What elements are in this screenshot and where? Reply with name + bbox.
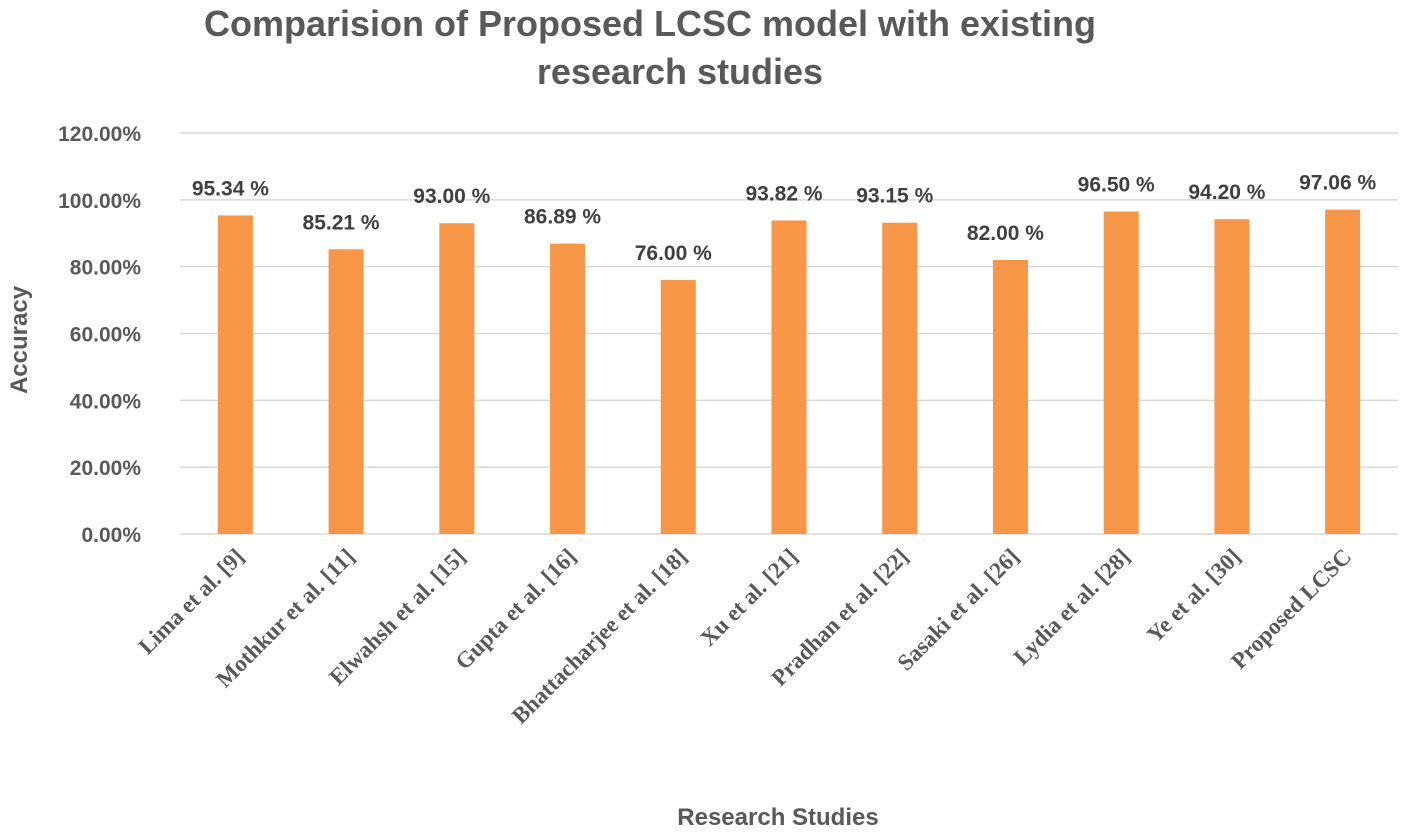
data-label: 85.21 % (303, 211, 380, 234)
data-label: 97.06 % (1299, 172, 1376, 195)
y-tick-label: 20.00% (70, 457, 142, 480)
x-category-label: Ye et al. [30] (1142, 544, 1245, 647)
bar (1103, 211, 1139, 534)
bar (550, 243, 586, 534)
bars (217, 209, 1361, 534)
bar (217, 215, 253, 534)
y-tick-label: 60.00% (70, 324, 142, 347)
y-tick-label: 100.00% (58, 190, 141, 213)
y-tick-label: 0.00% (81, 524, 141, 547)
y-axis-ticks: 0.00% 20.00% 40.00% 60.00% 80.00% 100.00% 120.… (58, 123, 141, 547)
data-labels: 95.34 % 85.21 % 93.00 % 86.89 % 76.00 % 93.82… (192, 172, 1377, 265)
x-category-label: Sasaki et al. [26] (892, 544, 1024, 676)
data-label: 95.34 % (192, 177, 269, 200)
x-category-label: Xu et al. [21] (695, 544, 802, 651)
y-tick-label: 40.00% (70, 390, 142, 413)
x-category-label: Lydia et al. [28] (1009, 544, 1135, 670)
x-category-label: Proposed LCSC (1226, 544, 1356, 674)
y-tick-label: 120.00% (58, 123, 141, 146)
y-tick-label: 80.00% (70, 257, 142, 280)
data-label: 93.15 % (856, 185, 933, 208)
bar (882, 222, 918, 534)
x-axis-categories: Lima et al. [9]Mothkur et al. [11]Elwahs… (134, 544, 1357, 729)
data-label: 86.89 % (524, 206, 601, 229)
x-category-label: Lima et al. [9] (134, 544, 249, 659)
data-label: 96.50 % (1078, 174, 1155, 197)
x-axis-title: Research Studies (677, 804, 878, 831)
bar (992, 259, 1028, 534)
bar (771, 220, 807, 534)
bar (1214, 219, 1250, 534)
data-label: 82.00 % (967, 222, 1044, 245)
data-label: 93.00 % (413, 185, 490, 208)
data-label: 76.00 % (635, 242, 712, 265)
data-label: 94.20 % (1188, 181, 1265, 204)
x-category-label: Gupta et al. [16] (450, 544, 581, 675)
bar (660, 280, 696, 534)
bar (439, 223, 475, 534)
bar (1325, 209, 1361, 534)
bar (328, 249, 364, 534)
y-axis-title: Accuracy (6, 285, 33, 394)
data-label: 93.82 % (745, 182, 822, 205)
chart-title-line-2: research studies (537, 51, 823, 92)
chart-title-line-1: Comparision of Proposed LCSC model with … (204, 3, 1096, 44)
